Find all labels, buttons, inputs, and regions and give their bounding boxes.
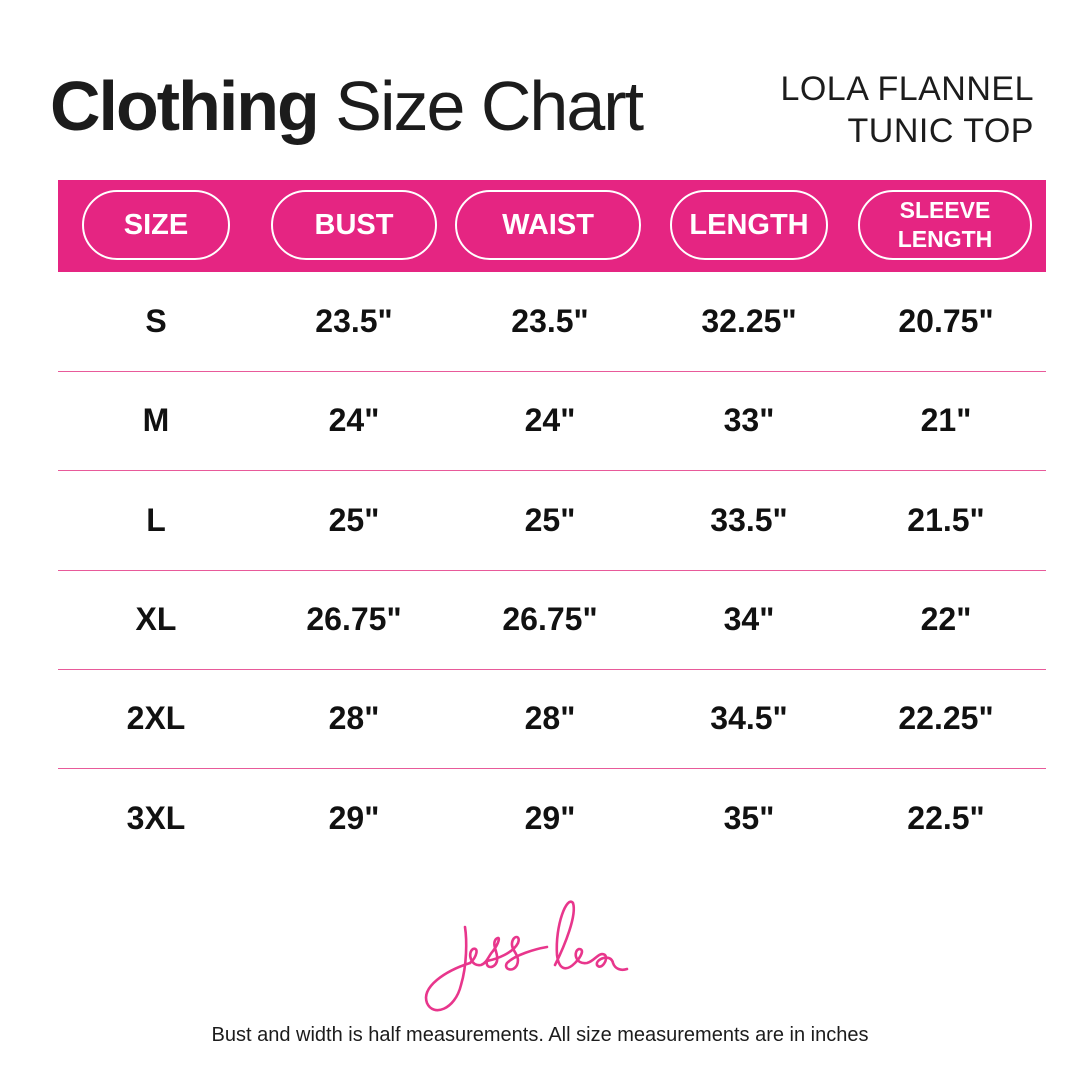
- page-title: Clothing Size Chart: [50, 66, 644, 146]
- cell-length: 35": [723, 799, 775, 836]
- column-header-bust: BUST: [271, 190, 437, 260]
- column-header-length: LENGTH: [670, 190, 828, 260]
- title-rest: Size Chart: [335, 67, 644, 145]
- table-row: L 25" 25" 33.5" 21.5": [58, 471, 1046, 570]
- cell-length: 33.5": [710, 501, 788, 538]
- cell-waist: 24": [524, 402, 576, 439]
- cell-sleeve-length: 21.5": [907, 501, 985, 538]
- footer-note: Bust and width is half measurements. All…: [211, 1024, 869, 1046]
- cell-bust: 23.5": [315, 303, 393, 339]
- row-divider: [58, 371, 1046, 372]
- cell-bust: 28": [328, 700, 380, 737]
- table-row: 2XL 28" 28" 34.5" 22.25": [58, 669, 1046, 768]
- table-row: S 23.5" 23.5" 32.25" 20.75": [58, 272, 1046, 371]
- cell-sleeve-length: 22.25": [898, 700, 994, 737]
- cell-waist: 23.5": [511, 303, 589, 339]
- cell-waist: 28": [524, 700, 576, 737]
- cell-size: M: [142, 402, 170, 439]
- table-row: XL 26.75" 26.75" 34" 22": [58, 570, 1046, 669]
- cell-size: XL: [135, 600, 177, 637]
- cell-length: 33": [723, 402, 775, 439]
- cell-bust: 26.75": [306, 600, 402, 637]
- product-line-2: TUNIC TOP: [847, 112, 1034, 150]
- cell-bust: 25": [328, 501, 380, 538]
- cell-sleeve-length: 20.75": [898, 303, 994, 339]
- cell-length: 32.25": [701, 303, 797, 339]
- cell-sleeve-length: 22.5": [907, 799, 985, 836]
- column-header-waist: WAIST: [455, 190, 641, 260]
- cell-size: S: [145, 303, 167, 339]
- row-divider: [58, 768, 1046, 770]
- product-name: LOLA FLANNEL TUNIC TOP: [780, 68, 1034, 152]
- table-row: M 24" 24" 33" 21": [58, 371, 1046, 470]
- cell-waist: 26.75": [502, 600, 598, 637]
- title-bold: Clothing: [50, 67, 320, 145]
- cell-sleeve-length: 22": [920, 600, 972, 637]
- cell-length: 34": [723, 600, 775, 637]
- cell-sleeve-length: 21": [920, 402, 972, 439]
- column-header-sleeve-length: SLEEVE LENGTH: [858, 190, 1032, 260]
- cell-waist: 25": [524, 501, 576, 538]
- cell-size: 3XL: [126, 799, 186, 836]
- sleeve-length-label: SLEEVE LENGTH: [897, 197, 993, 252]
- row-divider: [58, 668, 1046, 670]
- table-header: SIZE BUST WAIST LENGTH SLEEVE LENGTH: [58, 180, 1046, 272]
- product-line-1: LOLA FLANNEL: [780, 70, 1034, 108]
- row-divider: [58, 470, 1046, 472]
- cell-bust: 24": [328, 402, 380, 439]
- table-row: 3XL 29" 29" 35" 22.5": [58, 769, 1046, 868]
- cell-size: 2XL: [126, 700, 186, 737]
- column-header-size: SIZE: [82, 190, 230, 260]
- cell-size: L: [146, 501, 166, 538]
- jess-lea-logo: [424, 900, 629, 1012]
- cell-waist: 29": [524, 799, 576, 836]
- row-divider: [58, 569, 1046, 571]
- cell-bust: 29": [328, 799, 380, 836]
- cell-length: 34.5": [710, 700, 788, 737]
